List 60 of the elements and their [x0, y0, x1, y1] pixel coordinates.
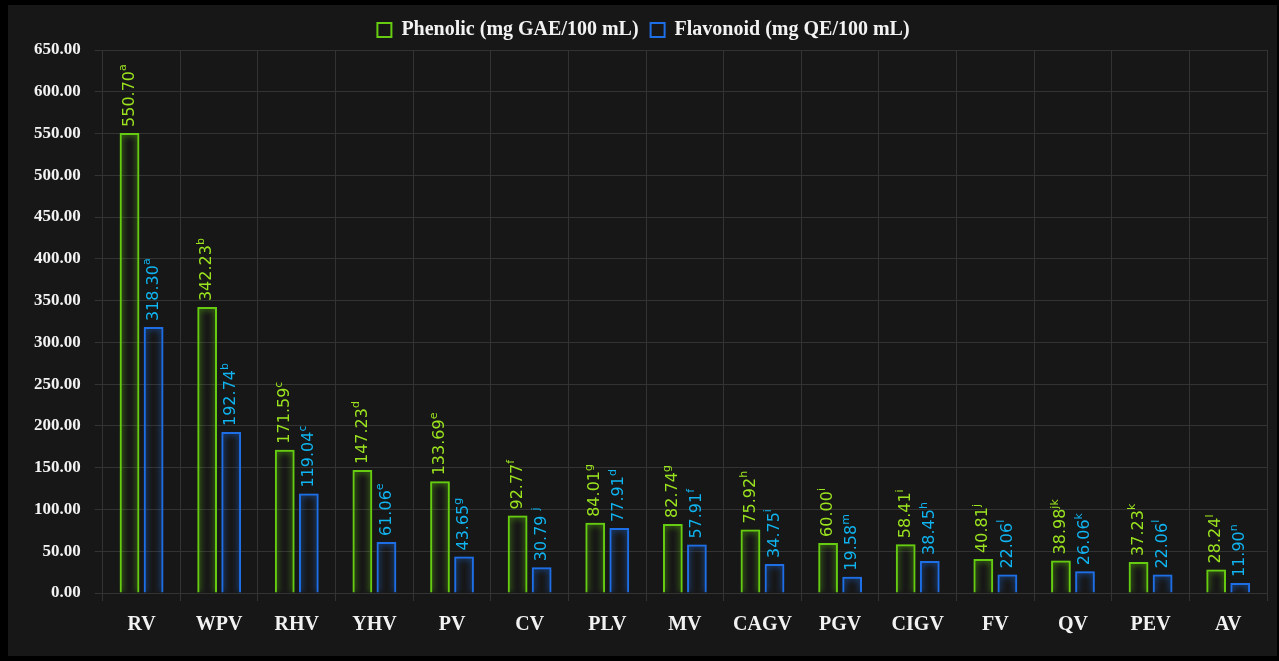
x-tick-label: WPV: [195, 612, 244, 635]
data-label: 84.01g: [582, 464, 604, 517]
x-tick-label: CIGV: [891, 612, 945, 635]
x-tick-label: MV: [668, 612, 703, 635]
y-tick-label: 550.00: [34, 122, 81, 142]
data-label: 57.91f: [683, 487, 706, 539]
y-tick-label: 350.00: [34, 290, 81, 310]
x-tick-label: FV: [982, 612, 1010, 635]
data-label: 28.24l: [1203, 514, 1225, 564]
x-tick-label: PEV: [1130, 612, 1172, 635]
y-tick-label: 150.00: [34, 457, 81, 477]
data-label: 192.74b: [218, 363, 240, 426]
legend-label: Phenolic (mg GAE/100 mL): [401, 17, 639, 41]
x-tick-label: RHV: [274, 612, 320, 635]
y-tick-label: 600.00: [34, 81, 81, 101]
y-tick-label: 0.00: [51, 582, 81, 602]
data-label: 82.74g: [659, 465, 681, 518]
data-label: 40.81j: [970, 504, 992, 553]
x-tick-label: CAGV: [733, 612, 793, 635]
data-label: 34.75i: [761, 509, 783, 558]
x-tick-label: PLV: [588, 612, 627, 635]
x-tick-label: RV: [127, 612, 157, 635]
data-label: 61.06e: [373, 483, 395, 536]
data-label: 22.06l: [1149, 519, 1171, 569]
x-tick-label: YHV: [352, 612, 398, 635]
y-tick-label: 400.00: [34, 248, 81, 268]
data-label: 11.90n: [1227, 524, 1249, 578]
data-label: 75.92h: [737, 470, 759, 524]
y-tick-label: 250.00: [34, 373, 81, 393]
y-tick-label: 50.00: [42, 540, 81, 560]
y-tick-label: 650.00: [34, 39, 81, 59]
x-tick-label: AV: [1215, 612, 1242, 635]
data-label: 550.70a: [116, 64, 138, 127]
data-label: 119.04c: [295, 425, 317, 488]
legend-label: Flavonoid (mg QE/100 mL): [674, 17, 910, 41]
data-label: 38.45h: [916, 502, 938, 555]
data-label: 19.58m: [839, 514, 861, 571]
y-tick-label: 300.00: [34, 331, 81, 351]
x-tick-label: PV: [438, 612, 466, 635]
data-label: 147.23d: [349, 401, 371, 465]
y-tick-label: 200.00: [34, 415, 81, 435]
x-tick-label: PGV: [819, 612, 862, 635]
data-label: 77.91d: [606, 469, 628, 522]
data-label: 43.65g: [450, 497, 473, 551]
y-tick-label: 450.00: [34, 206, 81, 226]
data-label: 60.00i: [814, 488, 837, 537]
data-label: 26.06k: [1071, 512, 1094, 566]
y-tick-label: 500.00: [34, 164, 81, 184]
data-label: 22.06l: [994, 519, 1016, 569]
data-label: 318.30a: [140, 258, 162, 322]
x-tick-label: CV: [515, 612, 545, 635]
data-label: 30.79 j: [528, 507, 550, 562]
y-tick-label: 100.00: [34, 498, 81, 518]
x-tick-label: QV: [1057, 612, 1089, 635]
data-label: 58.41i: [892, 489, 914, 539]
data-label: 342.23b: [194, 238, 216, 302]
data-label: 37.23k: [1125, 503, 1147, 556]
data-label: 133.69e: [426, 412, 449, 476]
data-label: 171.59c: [271, 381, 293, 444]
data-label: 92.77f: [504, 458, 526, 510]
